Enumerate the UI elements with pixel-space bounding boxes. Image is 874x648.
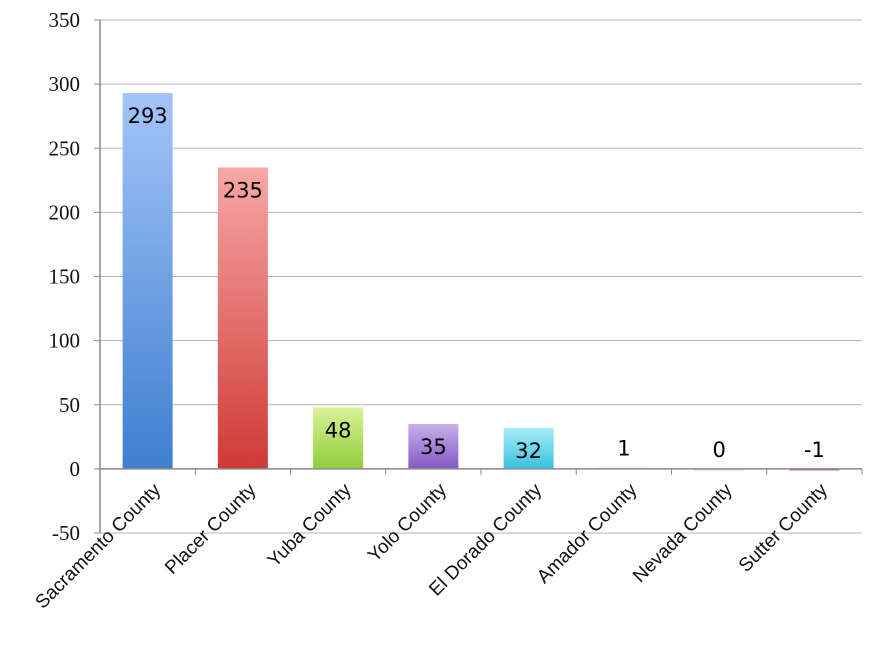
axes — [94, 19, 863, 534]
data-label: 235 — [223, 178, 263, 202]
y-tick-label: 100 — [49, 329, 81, 353]
data-label: 32 — [515, 439, 542, 463]
gridlines — [100, 19, 862, 534]
y-tick-label: 200 — [49, 200, 81, 224]
x-category-label: Placer County — [161, 479, 261, 579]
y-tick-label: 250 — [49, 136, 81, 160]
y-tick-label: 150 — [49, 265, 81, 289]
bars — [122, 93, 840, 471]
data-labels: 293 235 48 35 32 1 0 -1 — [128, 104, 825, 463]
data-label: 0 — [712, 438, 725, 462]
y-tick-label: 300 — [49, 72, 81, 96]
bar-sacramento-county — [122, 93, 173, 469]
data-label: 1 — [617, 437, 630, 461]
bar-placer-county — [217, 167, 268, 469]
bar-yolo-county — [408, 423, 459, 469]
x-category-label: Yuba County — [264, 479, 356, 571]
bar-el-dorado-county — [503, 427, 554, 469]
data-label: -1 — [804, 438, 825, 462]
data-label: 35 — [420, 435, 447, 459]
x-category-label: Sutter County — [735, 479, 832, 576]
y-tick-label: 50 — [59, 393, 80, 417]
data-label: 293 — [128, 104, 168, 128]
y-tick-labels: -50 0 50 100 150 200 250 300 350 — [49, 8, 81, 545]
y-tick-label: -50 — [52, 521, 80, 545]
y-tick-label: 350 — [49, 8, 81, 32]
data-label: 48 — [325, 418, 352, 442]
x-category-label: Sacramento County — [32, 479, 166, 613]
y-tick-label: 0 — [70, 457, 81, 481]
x-category-label: Yolo County — [364, 479, 451, 566]
bar-yuba-county — [313, 407, 364, 469]
